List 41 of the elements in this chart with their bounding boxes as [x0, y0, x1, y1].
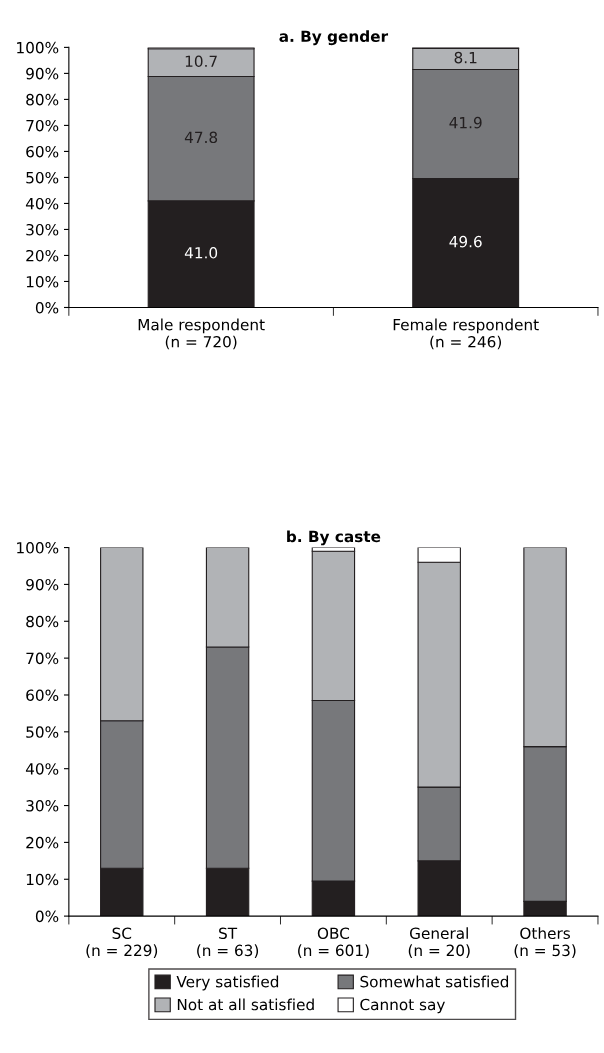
chart-title: a. By gender	[279, 30, 389, 46]
chart-title: b. By caste	[287, 530, 381, 546]
data-label: 10.7	[185, 55, 217, 68]
y-tick-label: 90%	[26, 578, 59, 591]
y-tick-label: 90%	[26, 67, 59, 80]
data-label: 49.6	[449, 235, 482, 248]
y-tick-label: 20%	[26, 249, 59, 262]
y-tick-label: 60%	[26, 145, 59, 158]
y-tick-label: 60%	[26, 689, 59, 701]
y-tick-label: 40%	[25, 197, 59, 210]
data-label: 47.8	[184, 131, 218, 144]
x-tick-label: Others (n = 53)	[514, 927, 576, 958]
y-tick-label: 10%	[26, 873, 59, 886]
y-tick-label: 30%	[26, 800, 59, 812]
y-tick-label: 20%	[26, 836, 59, 849]
y-tick-label: 70%	[26, 652, 59, 665]
y-tick-label: 50%	[26, 726, 59, 738]
y-tick-label: 100%	[17, 41, 59, 54]
data-label: 41.9	[449, 116, 482, 129]
x-tick-label: ST (n = 63)	[197, 927, 259, 958]
y-tick-label: 40%	[25, 763, 59, 775]
legend-label: Not at all satisfied	[177, 998, 314, 1011]
y-tick-label: 0%	[35, 910, 59, 923]
data-label: 41.0	[184, 247, 218, 259]
y-tick-label: 0%	[35, 301, 59, 314]
x-tick-label: Female respondent (n = 246)	[393, 318, 539, 350]
x-tick-label: Male respondent (n = 720)	[138, 318, 265, 350]
legend-label: Very satisfied	[176, 975, 279, 991]
y-tick-label: 70%	[26, 119, 59, 132]
y-tick-label: 30%	[26, 223, 59, 236]
y-tick-label: 50%	[26, 171, 59, 184]
x-tick-label: General (n = 20)	[408, 927, 470, 958]
x-tick-label: OBC (n = 601)	[298, 927, 369, 958]
legend-label: Somewhat satisfied	[360, 975, 509, 988]
legend-label: Cannot say	[360, 998, 445, 1014]
y-tick-label: 100%	[17, 542, 59, 554]
y-tick-label: 10%	[26, 275, 59, 288]
data-label: 8.1	[454, 51, 477, 64]
x-tick-label: SC (n = 229)	[86, 927, 158, 958]
y-tick-label: 80%	[26, 93, 59, 106]
y-tick-label: 80%	[26, 615, 59, 628]
